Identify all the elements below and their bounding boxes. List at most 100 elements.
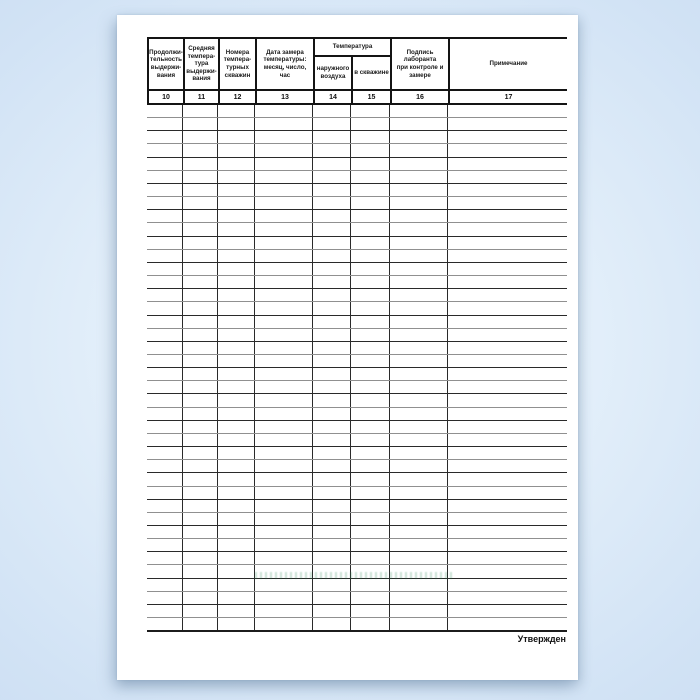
table-cell xyxy=(183,354,218,368)
table-cell xyxy=(218,118,255,131)
table-cell xyxy=(183,591,218,604)
table-cell xyxy=(351,578,390,591)
table-cell xyxy=(313,539,351,552)
table-row xyxy=(147,578,567,592)
table-cell xyxy=(255,354,313,368)
table-cell xyxy=(390,276,448,289)
table-cell xyxy=(147,565,183,578)
table-cell xyxy=(147,420,183,433)
table-cell xyxy=(448,460,565,472)
table-cell xyxy=(147,512,183,525)
table-cell xyxy=(448,144,565,156)
table-cell xyxy=(183,604,218,618)
table-cell xyxy=(313,433,351,447)
table-cell xyxy=(255,433,313,447)
table-cell xyxy=(351,460,390,473)
table-cell xyxy=(183,460,218,473)
table-cell xyxy=(448,526,565,538)
table-row xyxy=(147,197,567,211)
table-row xyxy=(147,289,567,303)
table-cell xyxy=(255,407,313,420)
table-cell xyxy=(147,433,183,447)
table-cell xyxy=(390,433,448,447)
table-cell xyxy=(255,210,313,223)
table-cell xyxy=(183,289,218,302)
table-cell xyxy=(255,105,313,118)
table-cell xyxy=(313,223,351,236)
table-cell xyxy=(183,499,218,512)
table-cell xyxy=(255,131,313,144)
table-cell xyxy=(448,565,565,577)
table-cell xyxy=(390,315,448,328)
table-cell xyxy=(448,381,565,393)
table-cell xyxy=(218,381,255,394)
table-cell xyxy=(313,526,351,539)
table-cell xyxy=(390,618,448,631)
table-cell xyxy=(448,355,565,367)
table-cell xyxy=(351,486,390,499)
table-cell xyxy=(313,262,351,276)
table-cell xyxy=(313,447,351,460)
table-cell xyxy=(390,236,448,249)
table-row xyxy=(147,236,567,250)
column-header-13: Дата замера температуры: месяц, число, ч… xyxy=(257,39,315,89)
table-cell xyxy=(313,157,351,170)
table-cell xyxy=(183,394,218,407)
table-row xyxy=(147,486,567,500)
table-cell xyxy=(390,210,448,223)
table-cell xyxy=(351,289,390,302)
table-cell xyxy=(390,381,448,394)
table-cell xyxy=(390,512,448,525)
table-cell xyxy=(218,578,255,591)
table-cell xyxy=(313,460,351,473)
table-cell xyxy=(448,329,565,341)
table-cell xyxy=(255,552,313,565)
table-cell xyxy=(183,486,218,499)
table-cell xyxy=(147,552,183,565)
table-cell xyxy=(313,420,351,433)
table-cell xyxy=(351,447,390,460)
table-cell xyxy=(218,302,255,315)
table-cell xyxy=(448,579,565,591)
table-cell xyxy=(255,289,313,302)
table-cell xyxy=(183,512,218,525)
table-cell xyxy=(218,157,255,170)
table-cell xyxy=(183,447,218,460)
table-cell xyxy=(351,328,390,341)
table-row xyxy=(147,105,567,119)
table-cell xyxy=(183,183,218,197)
table-cell xyxy=(147,262,183,276)
table-cell xyxy=(147,236,183,249)
table-cell xyxy=(313,249,351,262)
table-cell xyxy=(218,289,255,302)
table-cell xyxy=(351,315,390,328)
table-cell xyxy=(147,131,183,144)
table-cell xyxy=(255,262,313,276)
column-number-11: 11 xyxy=(185,89,220,103)
column-number-14: 14 xyxy=(315,89,353,103)
table-row xyxy=(147,539,567,553)
table-cell xyxy=(255,512,313,525)
table-cell xyxy=(448,539,565,551)
table-cell xyxy=(313,394,351,407)
column-number-10: 10 xyxy=(149,89,185,103)
table-cell xyxy=(390,394,448,407)
table-cell xyxy=(255,565,313,578)
table-cell xyxy=(255,183,313,197)
table-cell xyxy=(448,618,565,630)
table-cell xyxy=(313,604,351,618)
table-cell xyxy=(255,578,313,591)
table-cell xyxy=(218,460,255,473)
table-cell xyxy=(390,526,448,539)
table-cell xyxy=(351,197,390,210)
table-cell xyxy=(390,302,448,315)
table-cell xyxy=(448,368,565,380)
table-row xyxy=(147,328,567,342)
table-cell xyxy=(183,118,218,131)
table-cell xyxy=(183,197,218,210)
table-cell xyxy=(147,354,183,368)
table-row xyxy=(147,473,567,487)
table-cell xyxy=(313,170,351,183)
table-row xyxy=(147,341,567,355)
table-cell xyxy=(448,473,565,485)
